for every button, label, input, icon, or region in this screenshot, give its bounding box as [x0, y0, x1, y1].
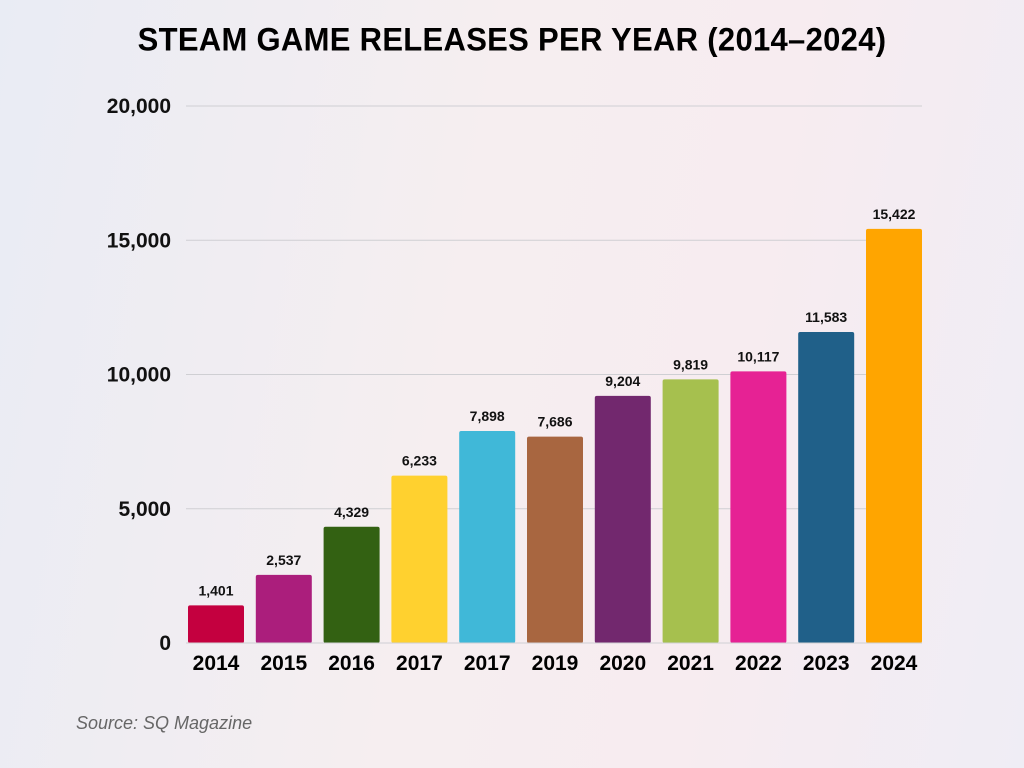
bar: [662, 379, 719, 643]
y-tick-label: 15,000: [107, 229, 171, 252]
bar: [391, 475, 448, 643]
bar: [866, 228, 922, 643]
bar: [323, 526, 380, 643]
y-tick-label: 20,000: [107, 95, 171, 118]
bar: [594, 395, 651, 643]
bar: [527, 436, 583, 643]
bar: [798, 331, 855, 643]
data-label: 7,686: [537, 414, 572, 430]
y-tick-label: 10,000: [107, 364, 171, 387]
x-tick-label: 2015: [260, 652, 307, 675]
x-tick-label: 2019: [532, 652, 579, 675]
x-tick-label: 2017: [396, 652, 443, 675]
data-label: 2,537: [266, 552, 301, 568]
data-label: 9,819: [673, 356, 708, 372]
bar: [255, 574, 312, 643]
data-label: 11,583: [805, 309, 847, 325]
data-label: 10,117: [737, 348, 779, 364]
data-label: 7,898: [470, 408, 505, 424]
bar: [188, 605, 244, 643]
source-note: Source: SQ Magazine: [76, 713, 253, 733]
bar: [459, 430, 516, 643]
data-label: 9,204: [605, 373, 640, 389]
y-tick-label: 5,000: [118, 498, 171, 521]
x-tick-label: 2014: [193, 652, 240, 675]
x-tick-label: 2020: [599, 652, 646, 675]
x-tick-label: 2024: [871, 652, 918, 675]
data-label: 4,329: [334, 504, 369, 520]
x-tick-label: 2017: [464, 652, 511, 675]
x-tick-label: 2022: [735, 652, 782, 675]
data-label: 15,422: [873, 206, 916, 222]
chart-title: STEAM GAME RELEASES PER YEAR (2014–2024): [137, 21, 887, 58]
y-tick-label: 0: [159, 632, 171, 655]
data-label: 6,233: [402, 453, 437, 469]
x-tick-label: 2021: [667, 652, 714, 675]
x-tick-label: 2023: [803, 652, 850, 675]
bar: [730, 371, 787, 643]
x-tick-label: 2016: [328, 652, 375, 675]
data-label: 1,401: [198, 582, 233, 598]
